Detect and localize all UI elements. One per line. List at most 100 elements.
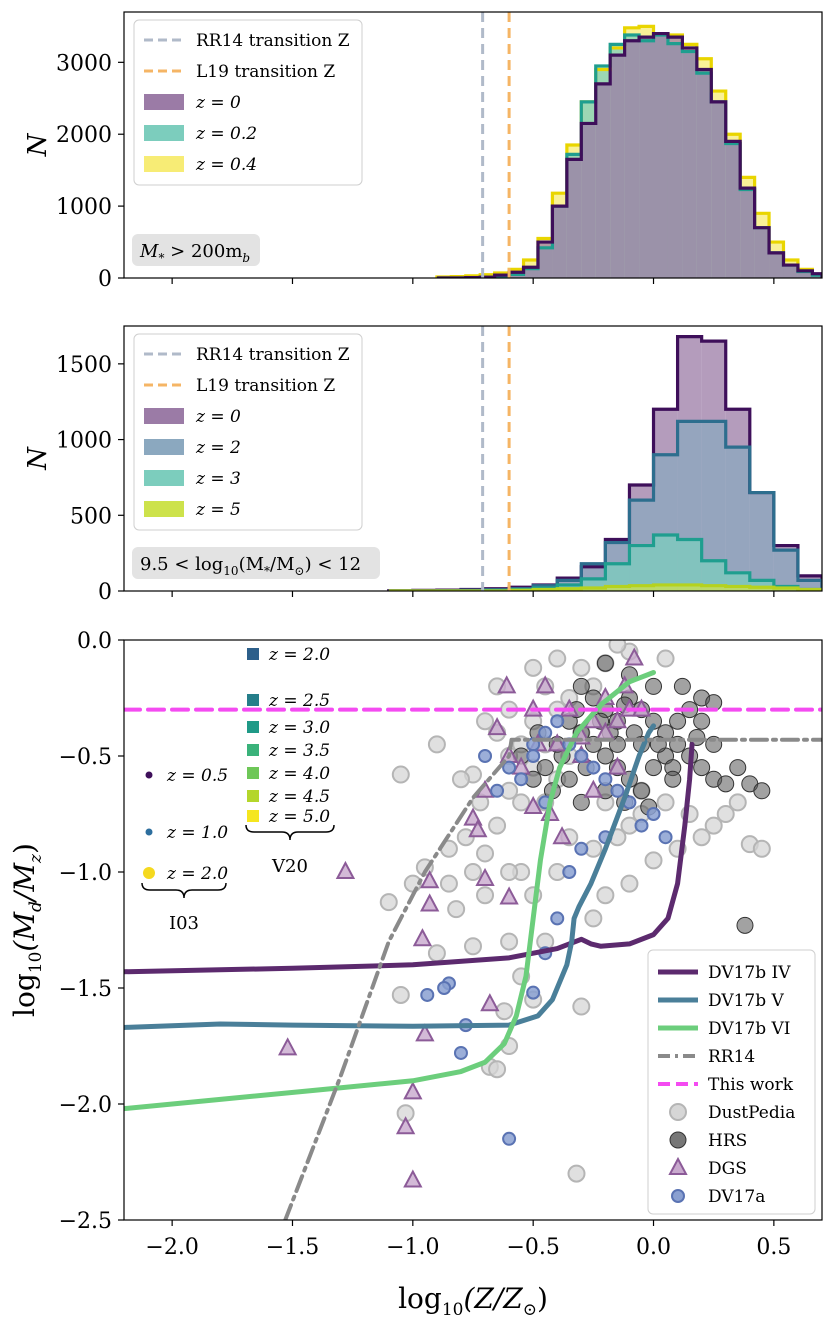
legend-dv17a-marker: [671, 1189, 685, 1203]
legend-label: L19 transition Z: [196, 376, 335, 396]
plot-area: [435, 12, 822, 278]
v20-label: z = 4.0: [268, 764, 330, 784]
y-tick-label: −1.5: [59, 977, 112, 1002]
legend-label: DV17b IV: [708, 963, 791, 983]
hrs-point: [560, 770, 578, 788]
plot-area: [124, 640, 822, 1220]
dgs-point: [583, 779, 604, 798]
dv17a-point: [562, 865, 577, 879]
hrs-point: [632, 782, 650, 800]
model-legend: DV17b IV DV17b V DV17b VI RR14 This work Dust…: [647, 949, 816, 1215]
histogram-bar: [566, 159, 582, 278]
annotation: M* > 200mb: [132, 234, 260, 266]
dustpedia-point: [391, 985, 410, 1004]
i03-group-label: I03: [169, 913, 199, 934]
histogram-bar: [552, 206, 567, 278]
y-tick-label: −2.5: [59, 1209, 112, 1234]
histogram-bar: [711, 101, 726, 278]
histogram-bar: [610, 55, 625, 278]
dgs-point: [403, 1169, 423, 1188]
legend-patch-swatch: [144, 408, 184, 424]
v20-square: [247, 721, 259, 733]
histogram-bar: [653, 33, 668, 278]
histogram-bar: [523, 267, 538, 278]
dv17a-point: [526, 985, 541, 1000]
dustpedia-point: [572, 997, 591, 1016]
annotation: 9.5 < log10(M*/M⊙) < 12: [132, 547, 380, 579]
dustpedia-point: [548, 649, 567, 668]
x-tick-label: −1.5: [266, 1235, 319, 1260]
histogram-bar: [629, 545, 654, 591]
dustpedia-point: [391, 765, 410, 784]
i03-dot: [145, 771, 153, 779]
v20-brace: [245, 824, 335, 841]
v20-label: z = 3.5: [268, 741, 330, 761]
y-axis-label: log10(Md/Mz): [8, 843, 46, 1017]
dustpedia-point: [716, 805, 735, 823]
dgs-point: [415, 1023, 435, 1042]
dustpedia-point: [427, 944, 446, 963]
legend-patch-swatch: [144, 501, 184, 517]
dustpedia-point: [644, 851, 663, 870]
i03-brace: [141, 882, 227, 899]
hrs-point: [693, 712, 711, 730]
annotation-text: 9.5 < log10(M*/M⊙) < 12: [140, 554, 361, 578]
histogram-bar: [595, 83, 611, 278]
dv17a-point: [437, 981, 452, 995]
model-line-DV17b-VI: [124, 669, 657, 1112]
legend-box: [647, 949, 816, 1215]
histogram-bar: [769, 252, 784, 278]
histogram-bar: [696, 69, 712, 278]
hrs-point: [729, 759, 747, 777]
dustpedia-point: [464, 937, 482, 956]
dv17a-point: [538, 725, 553, 740]
dgs-point: [499, 886, 519, 905]
i03-dot: [143, 867, 155, 879]
hrs-point: [669, 712, 687, 730]
dv17a-point: [574, 841, 589, 856]
model-line-DV17b-IV: [124, 741, 695, 975]
histogram-bar: [725, 586, 750, 591]
dgs-point: [395, 1116, 416, 1135]
v20-square: [247, 648, 259, 660]
histogram-bar: [639, 37, 654, 278]
dgs-point: [468, 819, 488, 838]
histogram-bar: [797, 270, 813, 278]
y-tick-label: 3000: [56, 51, 112, 76]
v20-label: z = 4.5: [268, 787, 330, 807]
hrs-point: [673, 677, 691, 695]
hrs-point: [664, 770, 682, 788]
dv17a-point: [610, 783, 625, 798]
v20-label: z = 3.0: [268, 718, 330, 738]
legend-label: DGS: [708, 1159, 747, 1179]
dv17a-point: [420, 987, 435, 1002]
v20-label: z = 2.0: [268, 645, 330, 665]
legend-label: DV17a: [708, 1187, 765, 1207]
v20-legend: z = 2.0 z = 2.5 z = 3.0 z = 3.5 z = 4.0 z = 4…: [245, 645, 335, 877]
annotation-text: M* > 200mb: [139, 241, 250, 265]
dv17a-point: [453, 1045, 468, 1060]
hrs-point: [572, 793, 590, 811]
legend-label: HRS: [708, 1131, 747, 1151]
dustpedia-point: [464, 863, 482, 881]
y-tick-label: 0: [98, 267, 112, 292]
legend-patch-swatch: [144, 439, 184, 455]
dustpedia-point: [704, 816, 723, 835]
dustpedia-point: [447, 900, 466, 919]
histogram-bar: [754, 227, 770, 278]
i03-label: z = 2.0: [166, 864, 228, 884]
dustpedia-point: [584, 909, 603, 928]
dgs-point: [335, 860, 356, 879]
dustpedia-point: [427, 735, 446, 754]
legend-label: z = 3: [195, 469, 241, 489]
v20-square: [247, 810, 259, 822]
i03-label: z = 0.5: [166, 766, 228, 786]
legend-label: DV17b VI: [708, 1019, 791, 1039]
middle-histogram-panel: 0 500 1000 1500 N RR14 transition Z L19 transi…: [23, 325, 823, 605]
dgs-point: [420, 870, 440, 889]
dustpedia-point: [488, 1060, 507, 1079]
dustpedia-point: [728, 793, 747, 812]
dgs-point: [552, 826, 572, 845]
hrs-point: [645, 677, 663, 695]
y-tick-label: 500: [70, 504, 112, 529]
